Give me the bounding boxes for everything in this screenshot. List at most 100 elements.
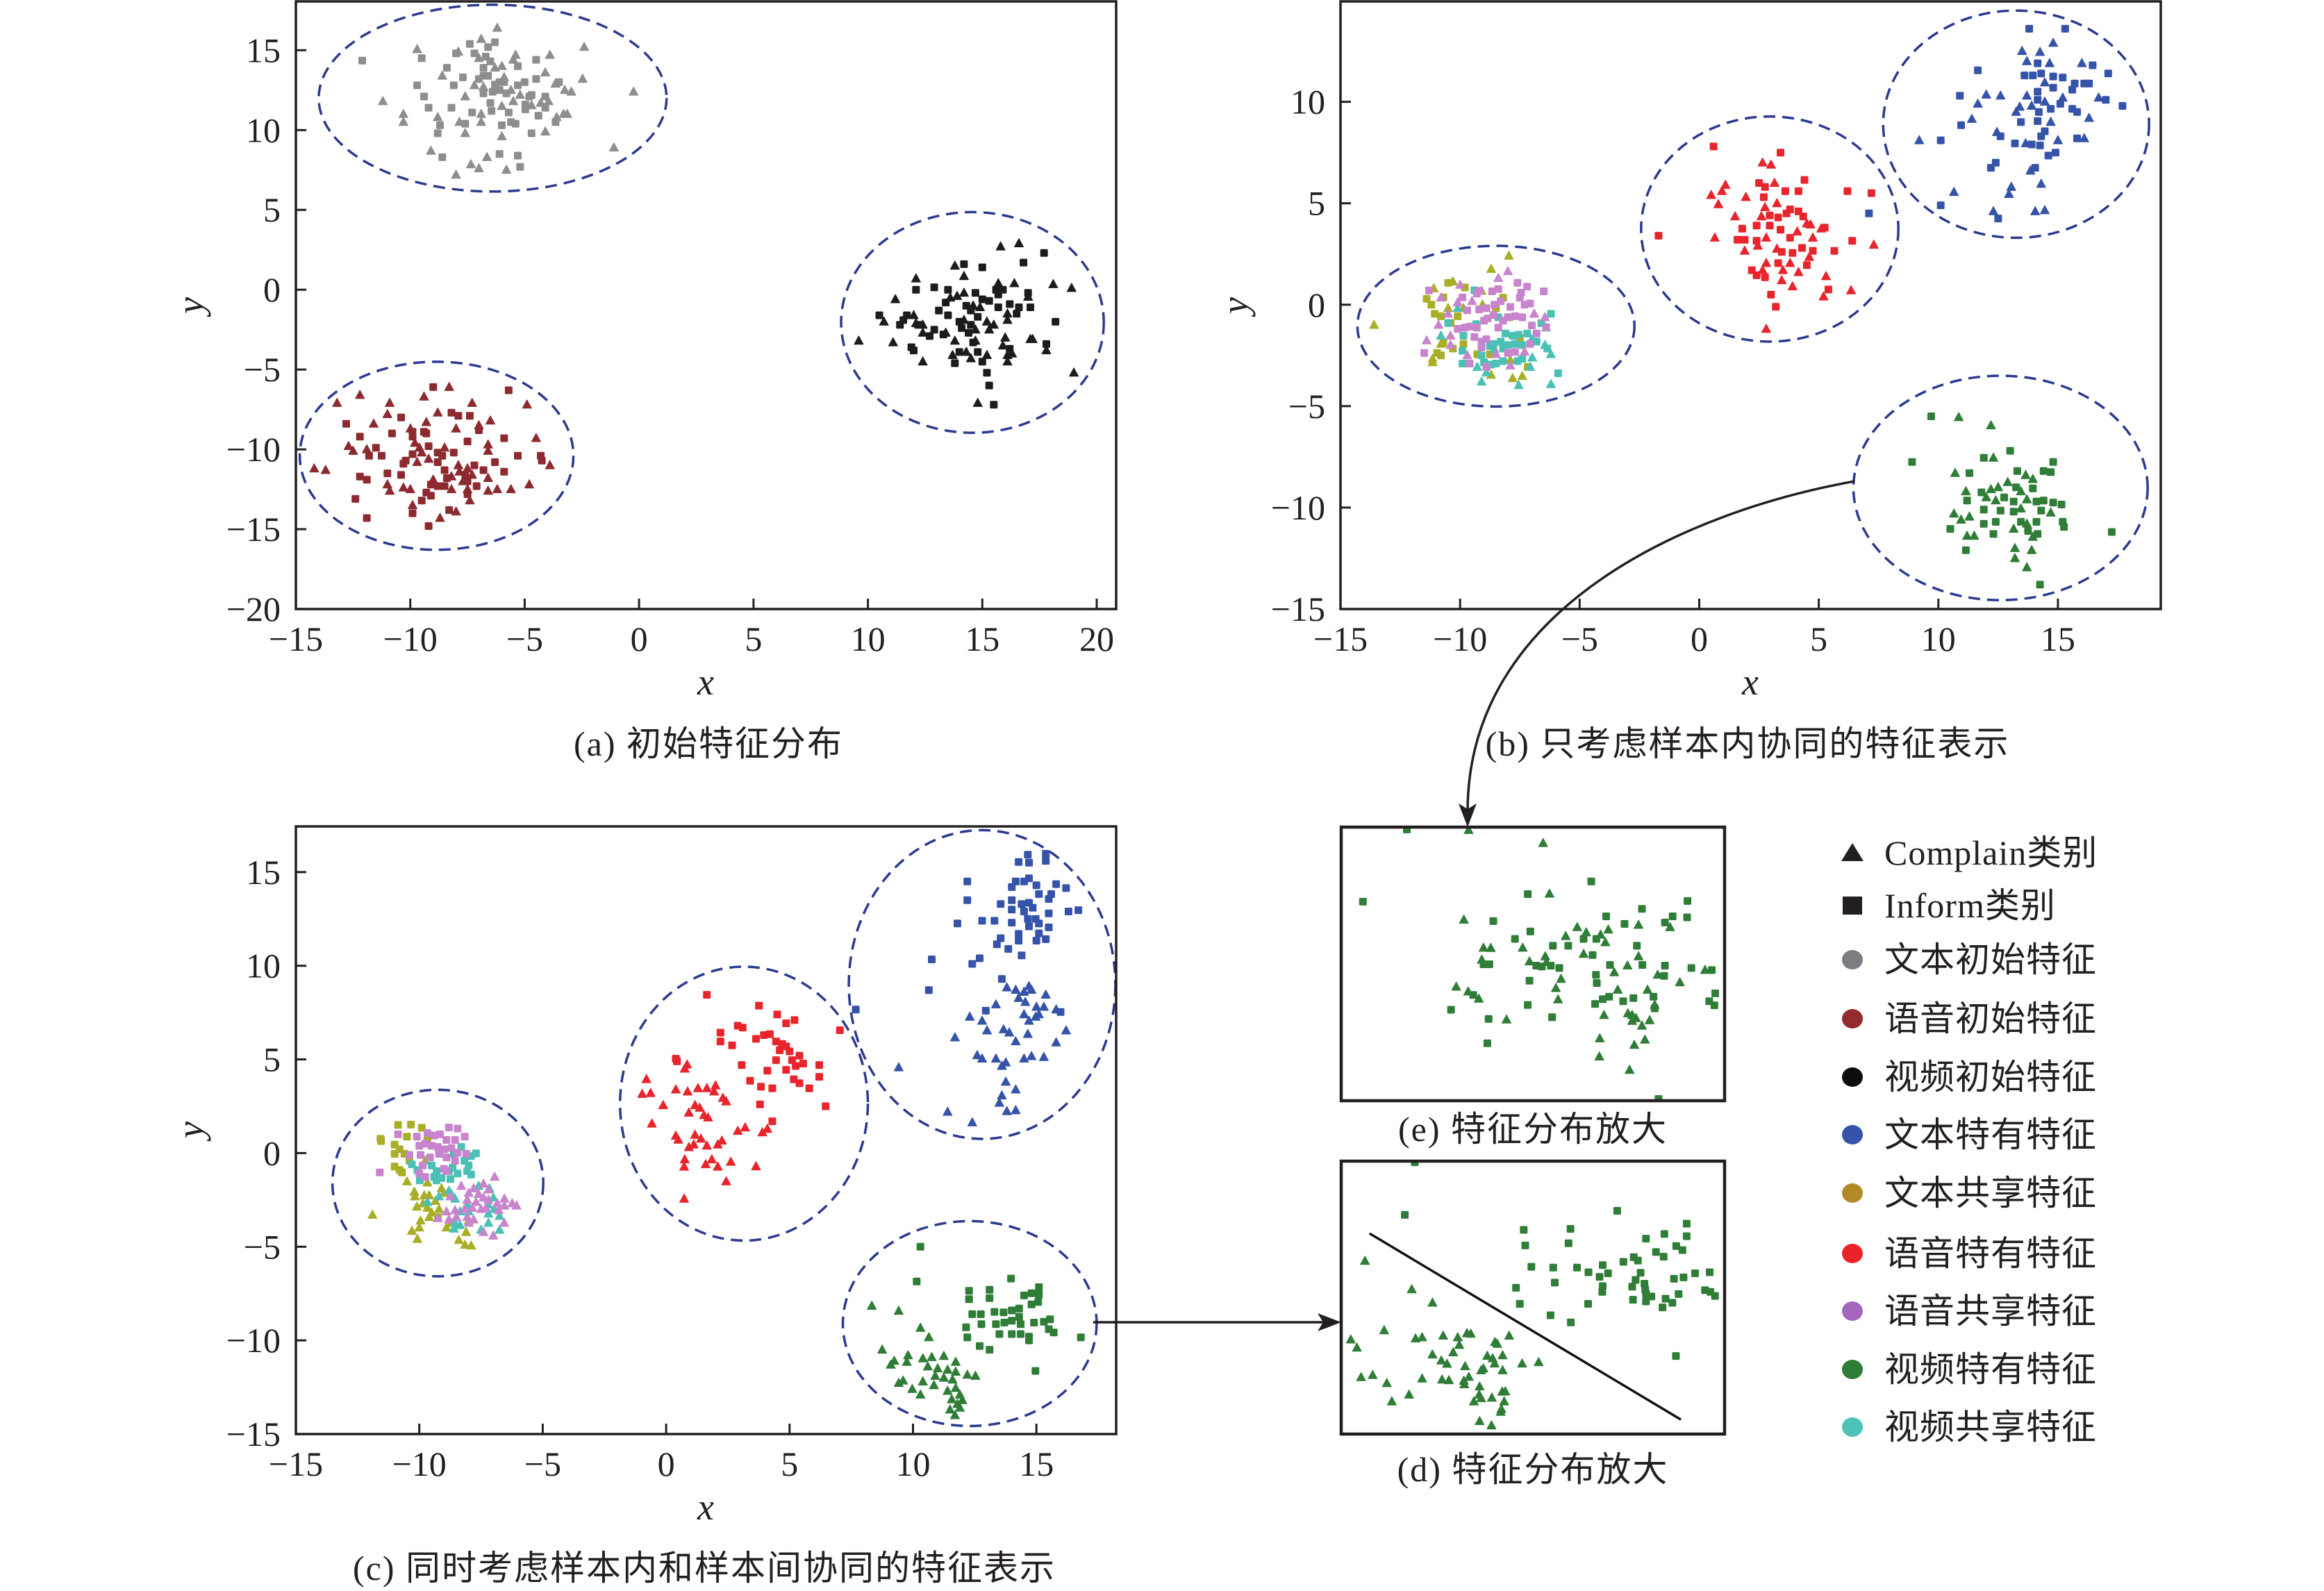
data-point-inform [1542,323,1550,331]
data-point-inform [1020,1291,1028,1299]
data-point-inform [470,461,479,469]
data-point-complain [447,471,456,481]
data-point-inform [1566,1225,1575,1233]
data-point-complain [1002,315,1013,324]
data-point-complain [1417,1373,1427,1383]
x-tick-label: 0 [1691,619,1708,658]
data-point-complain [709,1086,720,1096]
data-point-inform [1865,209,1873,217]
data-point-inform [1660,1230,1668,1238]
data-point-complain [641,1074,651,1083]
x-tick-label: 10 [896,1444,931,1483]
data-point-complain [2036,178,2046,188]
data-point-complain [435,513,445,522]
data-point-complain [453,47,463,56]
data-point-complain [890,294,901,303]
x-tick-label: 5 [745,619,762,658]
data-point-inform [968,960,977,968]
data-point-inform [976,1342,983,1350]
data-point-inform [428,1142,435,1150]
data-point-inform [454,1149,462,1157]
data-point-complain [1444,1375,1454,1385]
connector-arrow-b-to-e [1459,480,1855,827]
data-point-complain [474,1189,483,1198]
data-point-inform [673,1057,681,1065]
data-point-inform [1638,905,1646,913]
data-point-complain [1436,1355,1447,1365]
data-point-inform [390,1150,399,1158]
data-point-complain [412,457,422,466]
data-point-inform [358,56,366,65]
data-point-complain [879,316,889,326]
data-point-inform [1447,1006,1455,1014]
data-point-inform [534,112,542,120]
data-point-inform [1526,927,1534,935]
data-point-inform [461,119,470,128]
data-point-complain [1986,420,1996,430]
data-point-inform [1741,235,1749,244]
data-point-complain [1730,211,1741,221]
data-point-complain [468,1214,479,1224]
data-point-inform [454,1169,462,1178]
data-point-inform [1634,1256,1642,1265]
data-point-complain [1427,1297,1438,1307]
y-tick-label: 5 [1308,184,1325,223]
x-tick-label: 5 [781,1444,798,1483]
data-point-complain [1981,492,1991,501]
data-point-inform [1507,303,1514,311]
data-point-complain [695,1102,705,1112]
y-axis-title: y [169,297,211,317]
data-point-inform [1454,325,1462,333]
legend-label: 文本共享特征 [1884,1174,2097,1213]
data-point-complain [471,1197,481,1206]
data-point-inform [1711,1292,1719,1300]
data-point-inform [1682,1219,1691,1228]
data-point-inform [433,482,442,490]
data-point-inform [2006,447,2014,455]
data-point-complain [1486,1420,1497,1430]
data-point-complain [2009,524,2019,533]
data-point-complain [994,1097,1004,1107]
data-point-complain [1497,1365,1508,1374]
circle-color-swatch-icon [1842,1417,1863,1437]
data-point-inform [930,326,938,334]
data-point-inform [926,332,933,340]
data-point-inform [1043,340,1050,348]
data-point-inform [977,1320,986,1328]
data-point-inform [1483,1039,1491,1047]
data-point-inform [2059,74,2067,82]
data-point-inform [1766,211,1774,219]
data-point-inform [1017,1320,1024,1328]
data-point-inform [433,1176,441,1185]
data-point-complain [2022,90,2032,100]
data-point-complain [398,117,408,126]
legend-item-text-shared: 文本共享特征 [1842,1174,2097,1213]
data-point-inform [1987,164,1995,172]
data-point-inform [1761,183,1769,191]
data-point-complain [898,1375,908,1385]
data-point-inform [1652,1248,1660,1256]
data-point-complain [511,1200,522,1210]
data-point-inform [2000,493,2008,501]
data-point-inform [1015,937,1023,944]
series-audio-shared [1420,266,1550,371]
data-point-inform [1584,1300,1592,1308]
data-point-complain [412,44,422,53]
data-point-inform [960,260,968,268]
data-point-complain [1502,1014,1511,1024]
data-point-complain [977,1053,987,1063]
series-audio-specific [637,991,844,1203]
data-point-complain [412,1233,422,1243]
data-point-complain [485,415,495,425]
data-point-inform [2034,108,2043,116]
data-point-complain [970,1370,981,1380]
data-point-inform [765,1030,774,1038]
data-point-inform [532,75,540,83]
data-point-inform [790,1016,799,1024]
x-tick-label: −15 [269,1444,323,1483]
data-point-inform [1684,897,1692,905]
data-point-complain [1652,969,1663,979]
data-point-complain [990,1053,1001,1063]
data-point-complain [1962,531,1973,540]
data-point-inform [1020,908,1028,915]
